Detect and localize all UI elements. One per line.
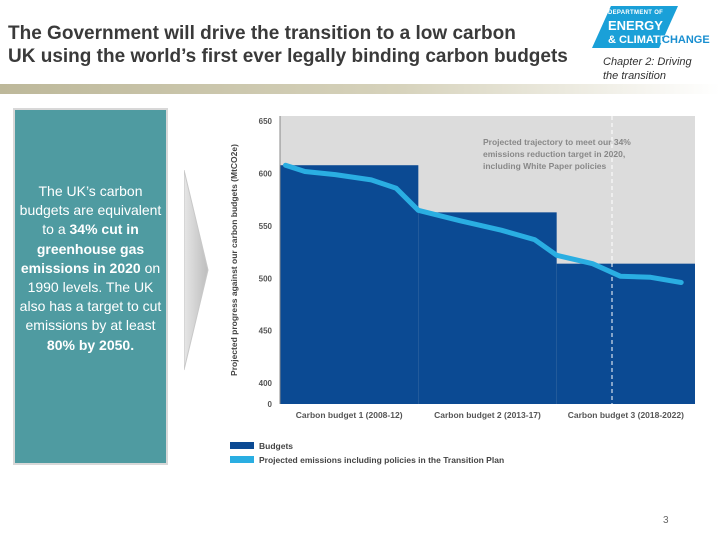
logo-energy-text: ENERGY (608, 18, 663, 33)
y-tick-label: 650 (259, 117, 273, 126)
title-line-1: The Government will drive the transition… (8, 23, 516, 44)
summary-box: The UK’s carbon budgets are equivalent t… (13, 108, 168, 465)
legend-swatch-budgets (230, 442, 254, 449)
annotation-text: Projected trajectory to meet our 34% emi… (483, 137, 631, 171)
logo-dept-text: DEPARTMENT OF (608, 10, 664, 16)
chapter-line-1: Chapter 2: Driving (603, 56, 692, 68)
y-tick-label-zero: 0 (268, 400, 273, 409)
annotation-box: Projected trajectory to meet our 34% emi… (483, 137, 631, 171)
page-number: 3 (663, 515, 669, 526)
y-tick-label: 400 (259, 379, 273, 388)
y-axis: 400 450 500 550 600 650 0 (259, 116, 281, 409)
legend-label-budgets: Budgets (259, 441, 293, 451)
plot-area (280, 116, 695, 404)
summary-part-1: The UK’s carbon budgets are equivalent t… (19, 183, 162, 238)
budget-bar-3 (556, 263, 695, 404)
summary-text: The UK’s carbon budgets are equivalent t… (15, 182, 166, 355)
summary-part-2: on 1990 levels. The UK also has a target… (19, 259, 162, 334)
logo-climate-text: & CLIMATE (608, 34, 668, 46)
summary-bold-1: 34% cut in greenhouse gas emissions in 2… (20, 221, 145, 276)
y-tick-label: 450 (259, 327, 273, 336)
legend-label-emissions: Projected emissions including policies i… (259, 455, 504, 465)
projected-emissions-line (283, 162, 684, 285)
carbon-budget-chart: 400 450 500 550 600 650 0 Carbon budget 1 (200… (229, 116, 695, 465)
decc-logo: DEPARTMENT OF ENERGY & CLIMATE CHANGE (592, 6, 716, 50)
summary-bold-2: 80% by 2050. (46, 336, 135, 353)
legend-swatch-emissions (230, 456, 254, 463)
y-tick-label: 500 (259, 274, 273, 283)
x-axis-labels: Carbon budget 1 (2008-12) Carbon budget 2… (296, 410, 684, 420)
chapter-label: Chapter 2: Driving the transition (603, 55, 715, 83)
budget-bars (280, 165, 695, 404)
y-axis-label: Projected progress against our carbon bu… (229, 144, 239, 376)
chart-legend: Budgets Projected emissions including pol… (230, 441, 504, 465)
x-category-label: Carbon budget 1 (2008-12) (296, 410, 403, 420)
x-category-label: Carbon budget 3 (2018-2022) (568, 410, 684, 420)
chapter-line-2: the transition (603, 70, 666, 82)
y-tick-label: 550 (259, 222, 273, 231)
budget-bar-2 (418, 212, 557, 404)
x-category-label: Carbon budget 2 (2013-17) (434, 410, 541, 420)
header-banner (0, 84, 720, 94)
y-tick-label: 600 (259, 170, 273, 179)
budget-bar-1 (280, 165, 419, 404)
slide-title: The Government will drive the transition… (8, 22, 608, 68)
title-line-2: UK using the world’s first ever legally … (8, 46, 568, 67)
logo-change-text: CHANGE (662, 34, 710, 46)
pointer-arrow-icon (184, 170, 209, 371)
